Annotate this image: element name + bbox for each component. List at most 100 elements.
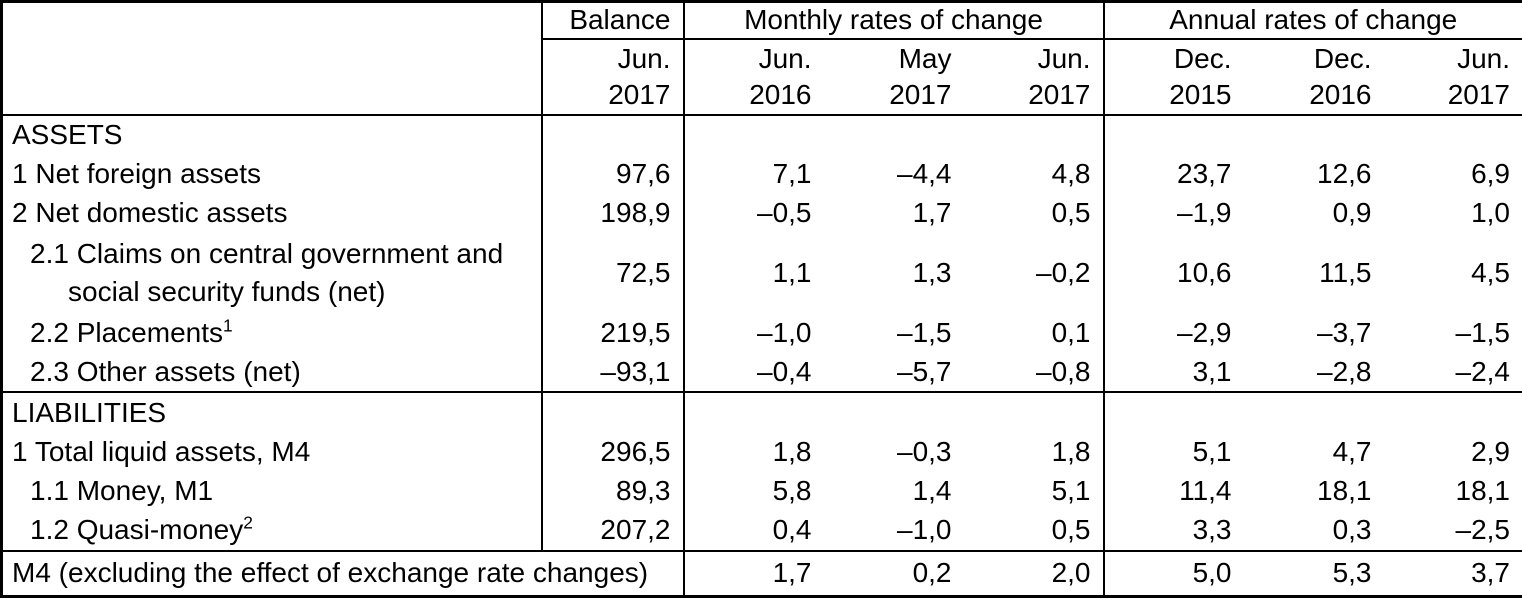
row-net-foreign-assets: 1 Net foreign assets 97,6 7,1 –4,4 4,8 2…: [1, 154, 1522, 194]
row-label: 2.1 Claims on central government and soc…: [1, 233, 543, 314]
date-month: Jun.: [758, 42, 812, 74]
cell-annual-1: 5,1: [1192, 435, 1232, 467]
cell-annual-3: –1,5: [1455, 316, 1511, 348]
date-header-annual-3: Jun. 2017: [1383, 38, 1522, 116]
row-label: 2.3 Other assets (net): [1, 352, 543, 393]
cell-annual-3: –2,4: [1455, 355, 1511, 387]
cell-monthly-2: –0,3: [897, 435, 952, 467]
row-label: 1.2 Quasi-money2: [1, 510, 543, 551]
cell-balance: 97,6: [541, 154, 685, 194]
date-month: Dec.: [1173, 42, 1232, 74]
footnote-marker-1: 1: [223, 315, 233, 336]
row-m4-excluding-exchange-rate: M4 (excluding the effect of exchange rat…: [1, 549, 1522, 597]
cell-monthly-2: 0,2: [823, 549, 964, 597]
balance-group-header: Balance: [541, 1, 685, 40]
row-other-assets: 2.3 Other assets (net) –93,1 –0,4 –5,7 –…: [1, 352, 1522, 393]
cell-monthly-3: 0,5: [963, 193, 1105, 234]
cell-monthly-3: –0,8: [963, 352, 1105, 393]
section-row-liabilities: LIABILITIES: [1, 391, 1522, 432]
column-group-header-row: Balance Monthly rates of change Annual r…: [1, 1, 1522, 116]
cell-annual-3: [1383, 391, 1522, 432]
date-year: 2016: [1309, 78, 1372, 110]
monthly-rates-group-header: Monthly rates of change: [683, 1, 1105, 40]
section-label: ASSETS: [1, 114, 543, 155]
date-month: Jun.: [617, 42, 671, 74]
cell-monthly-2: –5,7: [897, 355, 952, 387]
cell-annual-3: 2,9: [1471, 435, 1510, 467]
cell-monthly-3: –0,2: [963, 233, 1105, 314]
date-header-annual-2: Dec. 2016: [1243, 38, 1384, 116]
row-placements: 2.2 Placements1 219,5 –1,0 –1,5 0,1 –2,9…: [1, 313, 1522, 353]
cell-monthly-1: [684, 115, 824, 155]
cell-annual-3: [1384, 115, 1522, 155]
row-total-liquid-assets-m4: 1 Total liquid assets, M4 296,5 1,8 –0,3…: [1, 431, 1522, 472]
cell-monthly-3: 0,5: [963, 510, 1105, 551]
cell-monthly-1: –0,5: [757, 197, 812, 229]
row-money-m1: 1.1 Money, M1 89,3 5,8 1,4 5,1 11,4 18,1…: [1, 471, 1522, 511]
annual-rates-group-header: Annual rates of change: [1103, 1, 1522, 40]
cell-balance: 198,9: [541, 193, 685, 234]
cell-balance: –93,1: [541, 352, 685, 393]
row-label-line1: 2.1 Claims on central government and: [30, 238, 504, 270]
cell-annual-2: 4,7: [1332, 435, 1372, 467]
date-month: Jun.: [1037, 42, 1091, 74]
cell-balance: 72,5: [541, 233, 685, 314]
cell-annual-1: 10,6: [1177, 257, 1232, 289]
cell-monthly-2: –1,5: [897, 316, 952, 348]
cell-annual-1: 3,3: [1192, 514, 1232, 546]
cell-monthly-1: 1,8: [772, 435, 812, 467]
cell-annual-1: 3,1: [1192, 355, 1232, 387]
row-claims-on-central-government: 2.1 Claims on central government and soc…: [1, 233, 1522, 314]
cell-annual-1: 11,4: [1179, 475, 1232, 507]
cell-monthly-1: 0,4: [772, 514, 812, 546]
cell-balance: [541, 391, 685, 432]
date-header-monthly-2: May 2017: [823, 38, 964, 116]
footnote-marker-2: 2: [243, 512, 253, 533]
cell-annual-1: 23,7: [1177, 157, 1232, 189]
date-year: 2016: [749, 78, 812, 110]
cell-annual-2: –2,8: [1317, 355, 1372, 387]
row-label-line2: social security funds (net): [68, 276, 386, 308]
date-header-annual-1: Dec. 2015: [1103, 38, 1244, 116]
cell-monthly-3: 0,1: [963, 313, 1105, 353]
date-header-row: Jun. 2017 Jun. 2016 May 2017 Jun. 2017 D…: [2, 38, 1522, 116]
cell-annual-2: 5,3: [1243, 549, 1384, 597]
cell-monthly-2: [823, 391, 964, 432]
cell-annual-2: [1243, 391, 1384, 432]
date-year: 2015: [1169, 78, 1232, 110]
cell-annual-3: 3,7: [1383, 549, 1522, 597]
date-year: 2017: [608, 78, 671, 110]
cell-balance: [541, 114, 685, 155]
cell-monthly-2: [824, 115, 964, 155]
cell-balance: 89,3: [541, 471, 685, 511]
date-header-monthly-3: Jun. 2017: [963, 38, 1105, 116]
cell-monthly-1: [683, 391, 824, 432]
cell-balance: 207,2: [541, 510, 685, 551]
cell-annual-1: 5,0: [1103, 549, 1244, 597]
row-quasi-money: 1.2 Quasi-money2 207,2 0,4 –1,0 0,5 3,3 …: [1, 510, 1522, 551]
cell-monthly-1: 1,7: [683, 549, 824, 597]
cell-annual-1: –2,9: [1177, 316, 1232, 348]
cell-monthly-3: 4,8: [963, 154, 1105, 194]
cell-annual-2: 0,3: [1332, 514, 1372, 546]
corner-cell: [1, 1, 543, 116]
cell-monthly-2: –1,0: [897, 514, 952, 546]
cell-annual-3: 6,9: [1471, 157, 1510, 189]
date-header-monthly-1: Jun. 2016: [683, 38, 824, 116]
cell-monthly-3: [963, 114, 1105, 155]
row-label-text: 2.2 Placements: [30, 316, 223, 348]
cell-annual-2: –3,7: [1317, 316, 1372, 348]
cell-monthly-1: –1,0: [757, 316, 812, 348]
cell-balance: 296,5: [541, 431, 685, 472]
cell-annual-2: 0,9: [1332, 197, 1372, 229]
date-month: Jun.: [1457, 42, 1510, 74]
row-label: 1 Total liquid assets, M4: [1, 431, 543, 472]
date-year: 2017: [889, 78, 952, 110]
row-label: 2 Net domestic assets: [1, 193, 543, 234]
cell-monthly-1: 1,1: [772, 257, 812, 289]
section-row-assets: ASSETS: [1, 114, 1522, 155]
cell-monthly-1: 5,8: [772, 475, 812, 507]
row-net-domestic-assets: 2 Net domestic assets 198,9 –0,5 1,7 0,5…: [1, 193, 1522, 234]
cell-monthly-3: 1,8: [963, 431, 1105, 472]
